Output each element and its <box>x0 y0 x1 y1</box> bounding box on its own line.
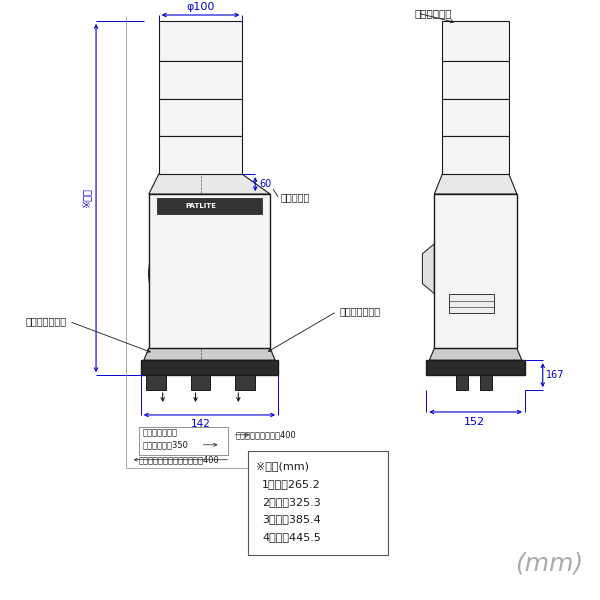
Text: つまみねじ: つまみねじ <box>280 192 310 202</box>
Bar <box>141 360 278 375</box>
Bar <box>434 194 517 348</box>
Bar <box>248 451 388 555</box>
Polygon shape <box>149 174 270 194</box>
Bar <box>442 61 509 98</box>
Bar <box>427 360 525 375</box>
Polygon shape <box>422 244 434 293</box>
Polygon shape <box>144 348 275 360</box>
Text: コード取出し口より400: コード取出し口より400 <box>235 430 296 439</box>
Text: 音信号線（黒）: 音信号線（黒） <box>25 316 66 326</box>
Bar <box>159 21 242 61</box>
Circle shape <box>149 222 252 325</box>
Polygon shape <box>430 348 522 360</box>
Text: 3段式：385.4: 3段式：385.4 <box>262 514 321 524</box>
Text: 167: 167 <box>546 370 564 380</box>
Bar <box>449 293 494 313</box>
Text: ※高さ(mm): ※高さ(mm) <box>256 461 309 471</box>
Bar <box>442 98 509 136</box>
Circle shape <box>194 268 206 280</box>
Bar <box>442 21 509 61</box>
Text: 4段式：445.5: 4段式：445.5 <box>262 532 321 542</box>
Text: 光信号線（灰）: 光信号線（灰） <box>340 307 381 316</box>
Text: 60: 60 <box>259 179 271 189</box>
Text: (mm): (mm) <box>515 551 584 575</box>
Text: 信号線：コード: 信号線：コード <box>143 428 178 437</box>
Text: ※高さ: ※高さ <box>81 188 91 208</box>
Polygon shape <box>434 174 517 194</box>
Text: PATLITE: PATLITE <box>185 203 216 209</box>
Text: 電源線：コード取出し口より400: 電源線：コード取出し口より400 <box>139 455 220 464</box>
Text: 142: 142 <box>191 419 211 429</box>
Text: 取出し口より350: 取出し口より350 <box>143 440 188 449</box>
Text: 152: 152 <box>464 417 485 427</box>
Bar <box>480 375 492 390</box>
Bar <box>442 136 509 174</box>
Bar <box>191 375 211 390</box>
Bar <box>146 375 166 390</box>
Text: φ100: φ100 <box>187 2 215 12</box>
Bar <box>456 375 468 390</box>
Bar <box>159 136 242 174</box>
Text: 1段式：265.2: 1段式：265.2 <box>262 479 321 488</box>
Bar <box>139 427 229 455</box>
Text: シャフトねじ: シャフトねじ <box>415 8 452 18</box>
Bar <box>149 194 270 348</box>
Bar <box>157 198 262 214</box>
Bar <box>159 61 242 98</box>
Bar <box>159 98 242 136</box>
Text: 2段式：325.3: 2段式：325.3 <box>262 497 321 506</box>
Bar <box>235 375 255 390</box>
